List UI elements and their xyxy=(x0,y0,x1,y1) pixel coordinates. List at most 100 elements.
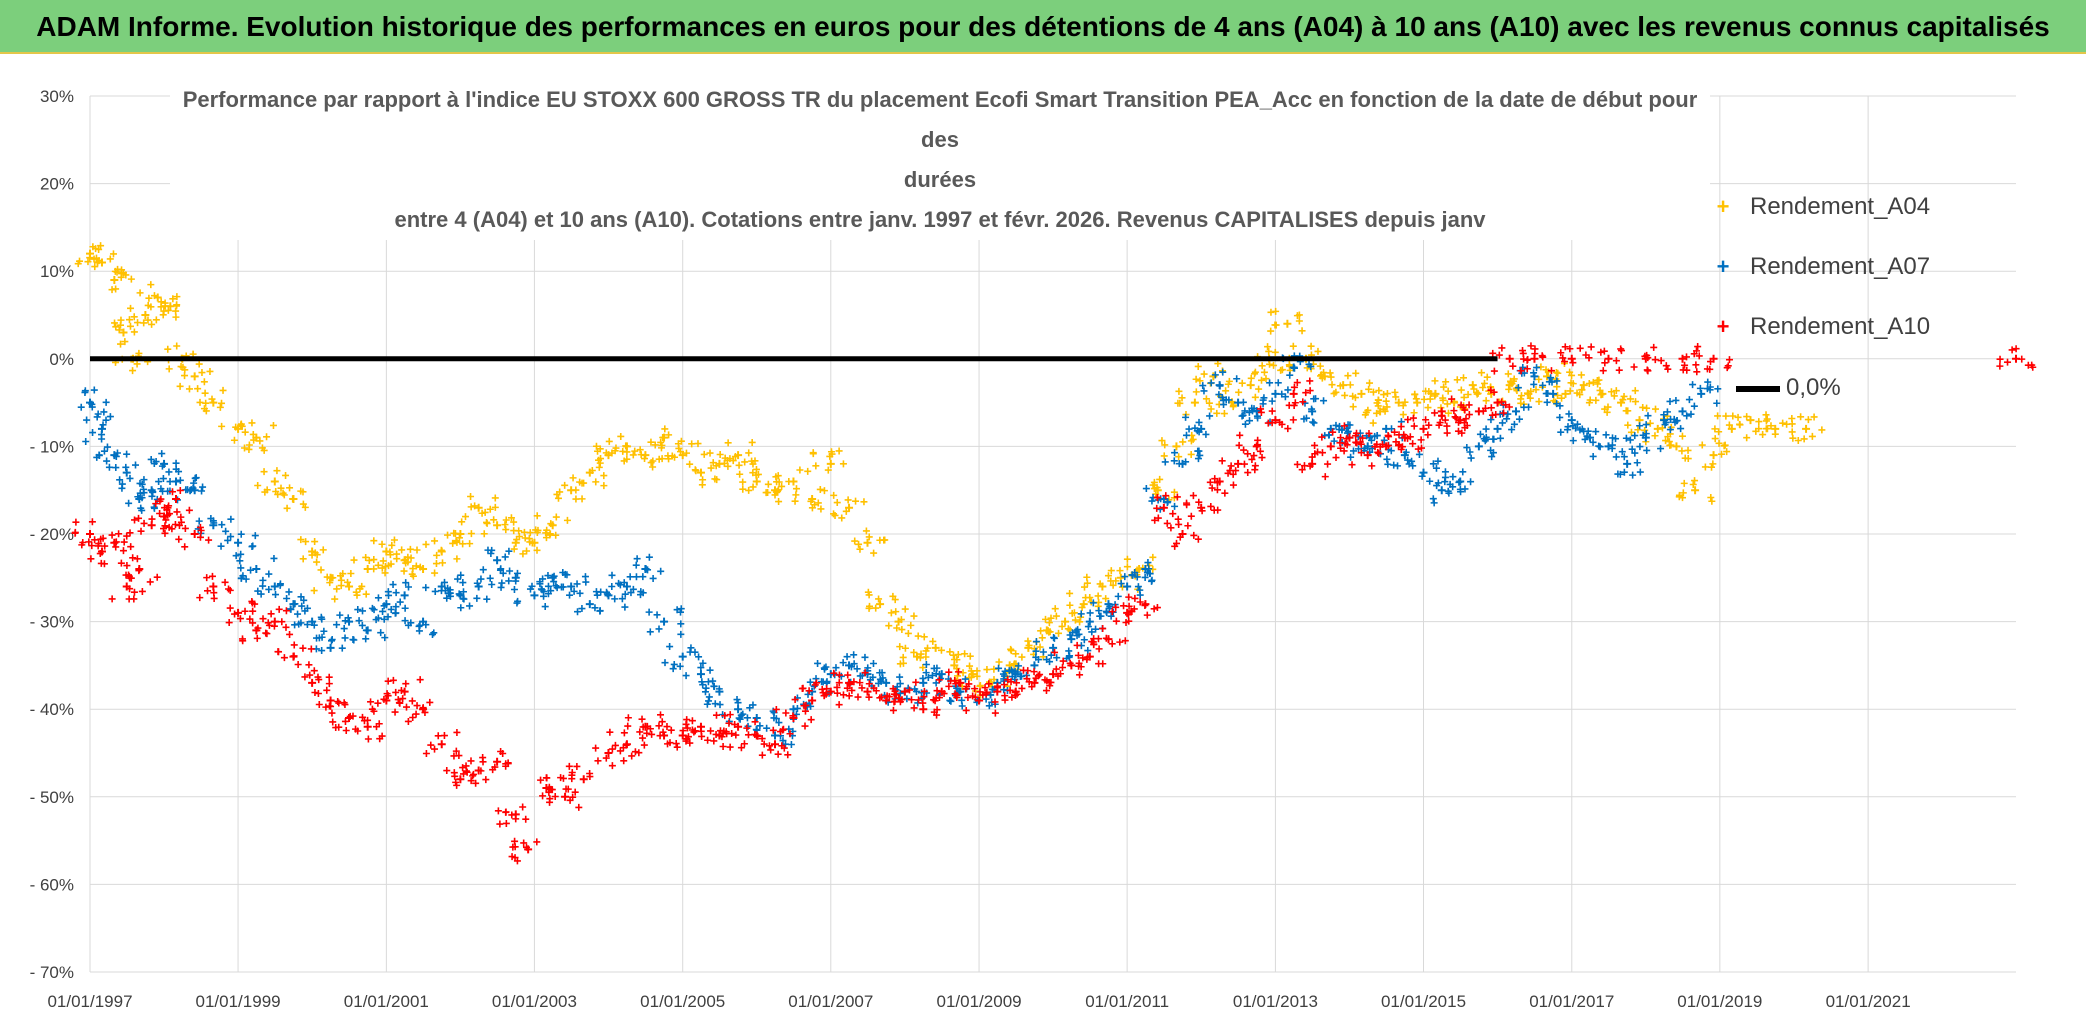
data-point xyxy=(84,250,121,276)
data-point xyxy=(314,689,349,711)
data-point xyxy=(328,709,368,735)
data-point xyxy=(175,518,213,551)
plus-marker-icon: + xyxy=(1716,194,1730,219)
data-point xyxy=(1163,519,1202,550)
data-point xyxy=(1285,377,1314,409)
data-point xyxy=(626,553,665,582)
data-point xyxy=(479,546,514,577)
data-point xyxy=(1161,447,1204,468)
data-point xyxy=(262,605,294,638)
data-point xyxy=(156,486,193,516)
data-point xyxy=(477,748,512,775)
chart-title-line-3: entre 4 (A04) et 10 ans (A10). Cotations… xyxy=(394,207,1486,232)
x-tick-label: 01/01/2011 xyxy=(1085,992,1169,1011)
data-point xyxy=(920,676,963,701)
data-point xyxy=(1051,648,1092,680)
data-point xyxy=(1404,414,1443,444)
data-point xyxy=(592,741,630,770)
data-point xyxy=(1259,379,1292,408)
data-point xyxy=(533,512,571,542)
data-point xyxy=(513,580,555,611)
data-point xyxy=(1711,412,1751,443)
data-point xyxy=(77,386,110,418)
x-tick-label: 01/01/2017 xyxy=(1529,992,1614,1011)
data-point xyxy=(422,575,463,602)
data-point xyxy=(647,425,685,452)
x-tick-label: 01/01/2007 xyxy=(788,992,873,1011)
y-tick-label: 0% xyxy=(49,350,74,369)
data-point xyxy=(1081,572,1115,603)
y-tick-label: - 30% xyxy=(30,613,74,632)
data-point xyxy=(851,527,889,557)
data-point xyxy=(174,474,207,504)
data-point xyxy=(701,682,724,709)
y-tick-label: - 60% xyxy=(30,875,74,894)
data-point xyxy=(772,466,812,496)
y-tick-label: - 50% xyxy=(30,788,74,807)
data-point xyxy=(1151,492,1182,524)
plus-marker-icon: + xyxy=(1716,254,1730,279)
data-point xyxy=(118,484,158,514)
data-point xyxy=(1182,412,1214,439)
data-point xyxy=(401,617,438,638)
data-point xyxy=(1124,593,1161,619)
data-point xyxy=(422,728,463,760)
data-point xyxy=(496,566,536,594)
y-tick-label: - 40% xyxy=(30,700,74,719)
data-point xyxy=(241,421,277,454)
report-title: ADAM Informe. Evolution historique des p… xyxy=(36,11,2050,42)
data-point xyxy=(1032,615,1066,646)
data-point xyxy=(1427,377,1452,408)
data-point xyxy=(1267,307,1306,335)
data-point xyxy=(1520,342,1555,375)
data-point xyxy=(1404,456,1442,490)
data-point xyxy=(885,605,918,637)
data-point xyxy=(108,571,146,603)
data-point xyxy=(112,349,152,375)
data-point xyxy=(1587,343,1625,375)
data-point xyxy=(384,579,413,612)
x-tick-label: 01/01/2009 xyxy=(937,992,1022,1011)
plus-marker-icon: + xyxy=(1716,314,1730,339)
data-point xyxy=(1199,368,1241,401)
data-point xyxy=(1174,387,1215,419)
data-point xyxy=(1692,343,1733,376)
x-tick-label: 01/01/2005 xyxy=(640,992,725,1011)
legend-item-a10: + Rendement_A10 xyxy=(1708,313,1931,341)
y-tick-label: - 10% xyxy=(30,437,74,456)
data-point xyxy=(545,783,583,811)
data-point xyxy=(830,491,868,522)
data-point xyxy=(383,676,424,707)
data-point xyxy=(1072,607,1111,638)
data-point xyxy=(736,465,762,494)
data-point xyxy=(679,711,720,738)
data-point xyxy=(126,304,167,330)
data-point xyxy=(1149,475,1178,504)
data-point xyxy=(1759,414,1796,439)
data-point xyxy=(1675,477,1716,505)
data-point xyxy=(608,571,647,603)
data-point xyxy=(570,587,611,616)
data-point xyxy=(385,545,421,575)
data-point xyxy=(1129,559,1156,585)
data-point xyxy=(1426,477,1463,507)
data-point xyxy=(508,837,541,865)
series-layer xyxy=(71,242,2037,865)
data-point xyxy=(940,668,973,699)
data-point xyxy=(1088,625,1129,648)
data-point xyxy=(1662,347,1703,374)
data-point xyxy=(1366,418,1406,444)
data-point xyxy=(1050,623,1092,655)
data-point xyxy=(117,554,161,586)
data-point xyxy=(367,688,407,716)
data-point xyxy=(591,579,629,612)
data-point xyxy=(461,492,499,524)
data-point xyxy=(864,588,900,616)
data-point xyxy=(1142,485,1179,513)
data-point xyxy=(347,553,389,577)
data-point xyxy=(716,438,759,469)
data-point xyxy=(1996,345,2037,371)
data-point xyxy=(157,293,181,321)
data-point xyxy=(457,571,496,603)
data-point xyxy=(1293,449,1332,481)
